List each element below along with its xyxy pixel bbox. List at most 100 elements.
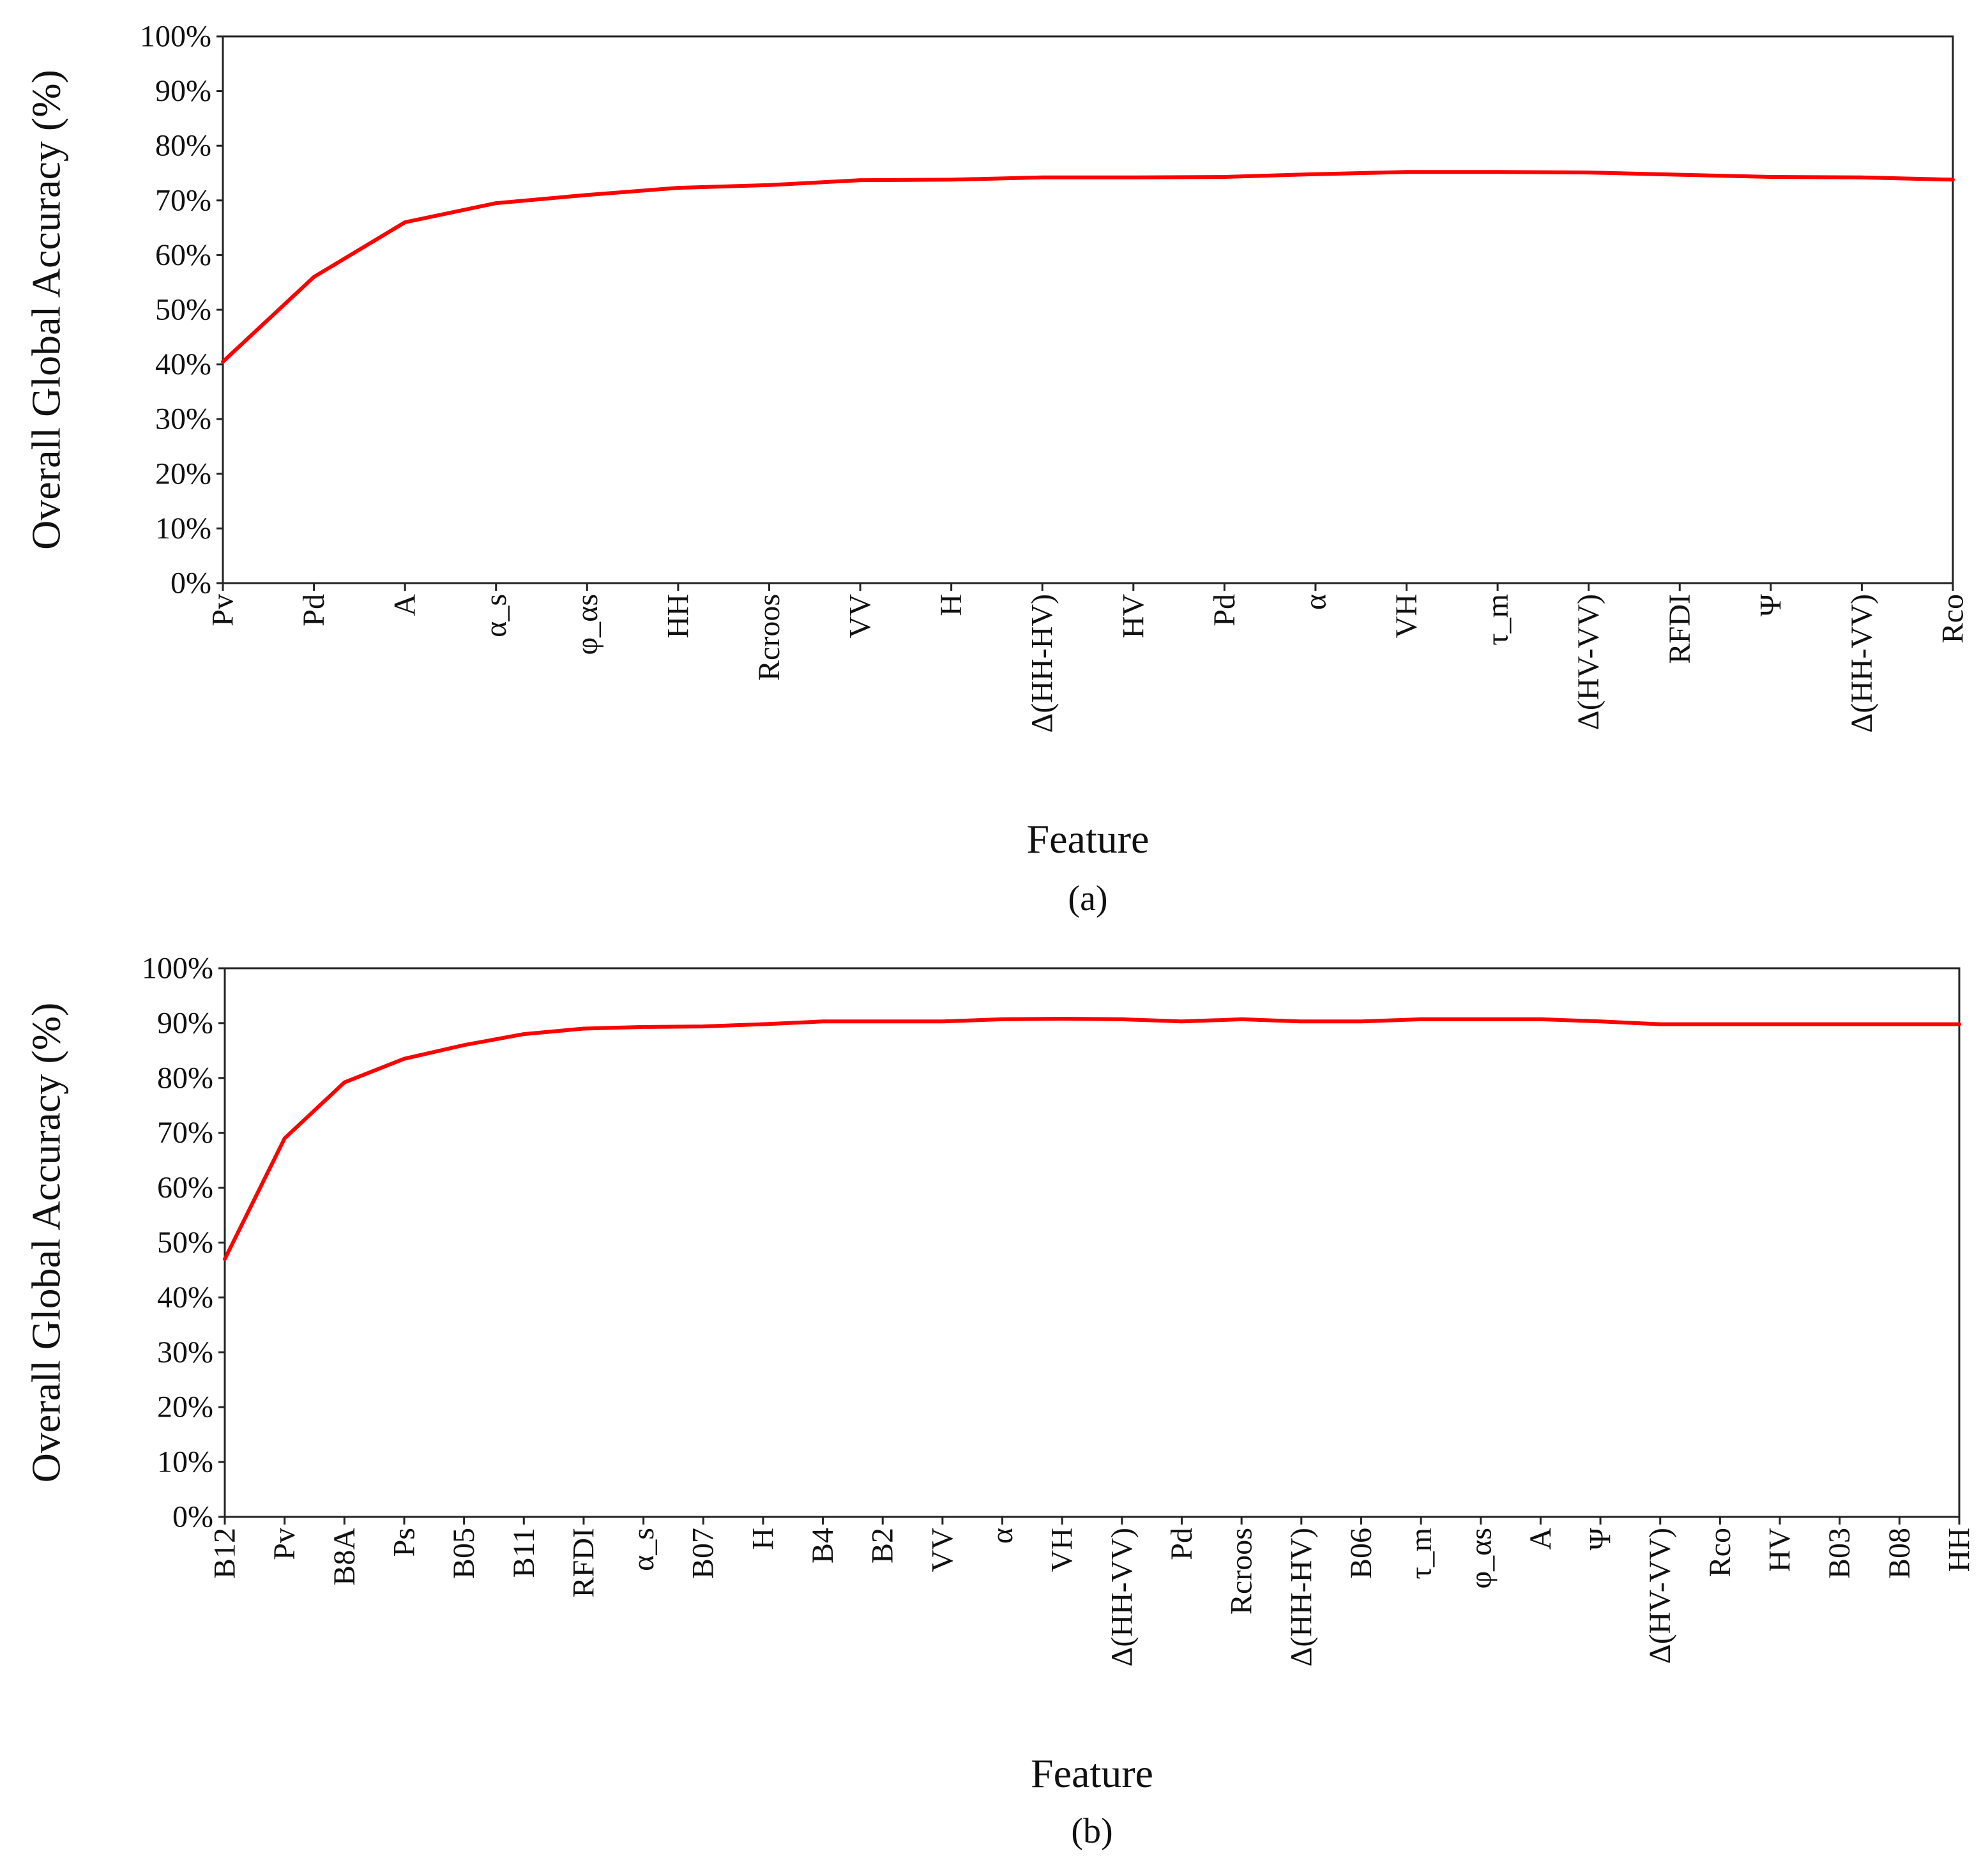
data-point — [582, 1026, 586, 1030]
y-tick-label: 20% — [157, 1390, 213, 1424]
data-point — [1957, 1023, 1961, 1026]
y-tick-label: 100% — [142, 952, 213, 985]
y-tick-label: 20% — [155, 457, 211, 491]
y-tick-label: 10% — [155, 512, 211, 545]
accuracy-series-line — [221, 170, 1955, 364]
y-axis-title: Overall Global Accuracy (%) — [24, 1003, 69, 1483]
x-tick-label: α_s — [479, 594, 513, 637]
x-tick-label: RFDI — [1663, 594, 1697, 664]
data-point — [642, 1025, 646, 1029]
panel-label: (a) — [1068, 879, 1107, 918]
data-point — [1314, 172, 1317, 176]
y-tick-label: 0% — [172, 1500, 213, 1534]
x-tick-label: Δ(HH-HV) — [1284, 1528, 1318, 1666]
x-tick-label: B2 — [866, 1528, 900, 1564]
y-tick-label: 50% — [157, 1226, 213, 1259]
y-tick-label: 30% — [155, 402, 211, 436]
x-tick-label: τ_m — [1404, 1528, 1438, 1579]
accuracy-series-line — [223, 1017, 1961, 1261]
chart-panel-b: 0% 10% 20% 30% 40% 50% 60% 70% 80% 90% 100% B12 Pv B8… — [24, 952, 1977, 1852]
x-tick-label: Rco — [1703, 1528, 1737, 1577]
y-tick-label: 70% — [157, 1116, 213, 1150]
x-tick-label: Rco — [1936, 594, 1970, 643]
x-tick-label: α — [985, 1528, 1019, 1544]
plot-area — [224, 967, 1961, 1518]
x-tick-label: B06 — [1344, 1528, 1378, 1579]
data-point — [522, 1032, 526, 1036]
y-axis-title: Overall Global Accuracy (%) — [24, 70, 69, 550]
data-point — [1479, 1017, 1483, 1021]
x-tick-label: α_s — [626, 1528, 660, 1571]
plot-area — [222, 35, 1954, 584]
data-point — [223, 1257, 227, 1261]
data-point — [1951, 178, 1955, 181]
data-point — [342, 1081, 346, 1084]
data-point — [858, 178, 862, 182]
data-point — [1040, 176, 1044, 179]
data-point — [950, 178, 953, 181]
x-tick-label: Pd — [297, 594, 331, 627]
data-point — [1001, 1017, 1005, 1021]
x-tick-label: B05 — [447, 1528, 481, 1579]
y-tick-label: 100% — [140, 20, 211, 54]
x-tick-label: α — [1298, 594, 1332, 610]
x-tick-label: B07 — [687, 1528, 720, 1579]
x-tick-label: Δ(HH-VV) — [1845, 594, 1879, 733]
x-tick-label: Δ(HV-VV) — [1643, 1528, 1677, 1664]
y-tick-label: 90% — [157, 1006, 213, 1040]
x-tick-label: τ_m — [1481, 594, 1515, 646]
data-point — [283, 1136, 287, 1140]
data-point — [821, 1019, 825, 1023]
y-tick-label: 30% — [157, 1336, 213, 1369]
x-tick-label: B4 — [806, 1528, 840, 1564]
y-tick-label: 80% — [155, 129, 211, 163]
y-tick-label: 60% — [157, 1171, 213, 1205]
data-point — [881, 1019, 884, 1023]
x-tick-label: VV — [925, 1528, 959, 1572]
x-tick-label: A — [1524, 1528, 1558, 1550]
data-point — [1718, 1023, 1722, 1026]
data-point — [221, 360, 225, 363]
data-point — [312, 275, 316, 279]
data-point — [494, 201, 498, 205]
data-point — [1405, 170, 1409, 174]
x-tick-label: HH — [1943, 1528, 1977, 1572]
x-tick-label: Ψ — [1584, 1527, 1618, 1550]
x-tick-label: Δ(HH-HV) — [1026, 594, 1059, 733]
panel-label: (b) — [1071, 1811, 1112, 1851]
x-tick-label: Δ(HV-VV) — [1572, 594, 1605, 730]
data-point — [1778, 1023, 1782, 1026]
data-point — [1359, 1019, 1363, 1023]
y-tick-label: 70% — [155, 183, 211, 217]
y-tick-label: 40% — [155, 347, 211, 381]
x-tick-label: B8A — [328, 1528, 361, 1586]
y-tick-label: 50% — [155, 293, 211, 327]
x-axis-title: Feature — [1027, 816, 1150, 862]
y-tick-label: 40% — [157, 1281, 213, 1314]
data-point — [403, 220, 407, 224]
data-point — [585, 193, 589, 197]
x-tick-label: HV — [1763, 1528, 1797, 1572]
y-tick-label: 90% — [155, 74, 211, 108]
y-tick-label: 80% — [157, 1061, 213, 1095]
x-tick-label: B12 — [208, 1528, 242, 1579]
data-point — [767, 183, 771, 187]
x-tick-label: A — [388, 594, 422, 616]
data-point — [761, 1023, 765, 1026]
data-point — [1598, 1019, 1602, 1023]
data-point — [1838, 1023, 1842, 1026]
data-point — [1496, 170, 1499, 174]
x-tick-label: H — [746, 1528, 780, 1550]
x-tick-label: Pd — [1208, 594, 1241, 627]
data-point — [402, 1057, 406, 1061]
data-point — [1587, 171, 1591, 174]
data-point — [1300, 1019, 1303, 1023]
x-tick-label: VH — [1390, 594, 1423, 638]
data-point — [1060, 1017, 1064, 1021]
y-tick-label: 10% — [157, 1445, 213, 1479]
data-point — [1769, 175, 1773, 179]
x-tick-label: Pd — [1165, 1528, 1199, 1560]
x-tick-label: φ_αs — [1464, 1528, 1498, 1589]
